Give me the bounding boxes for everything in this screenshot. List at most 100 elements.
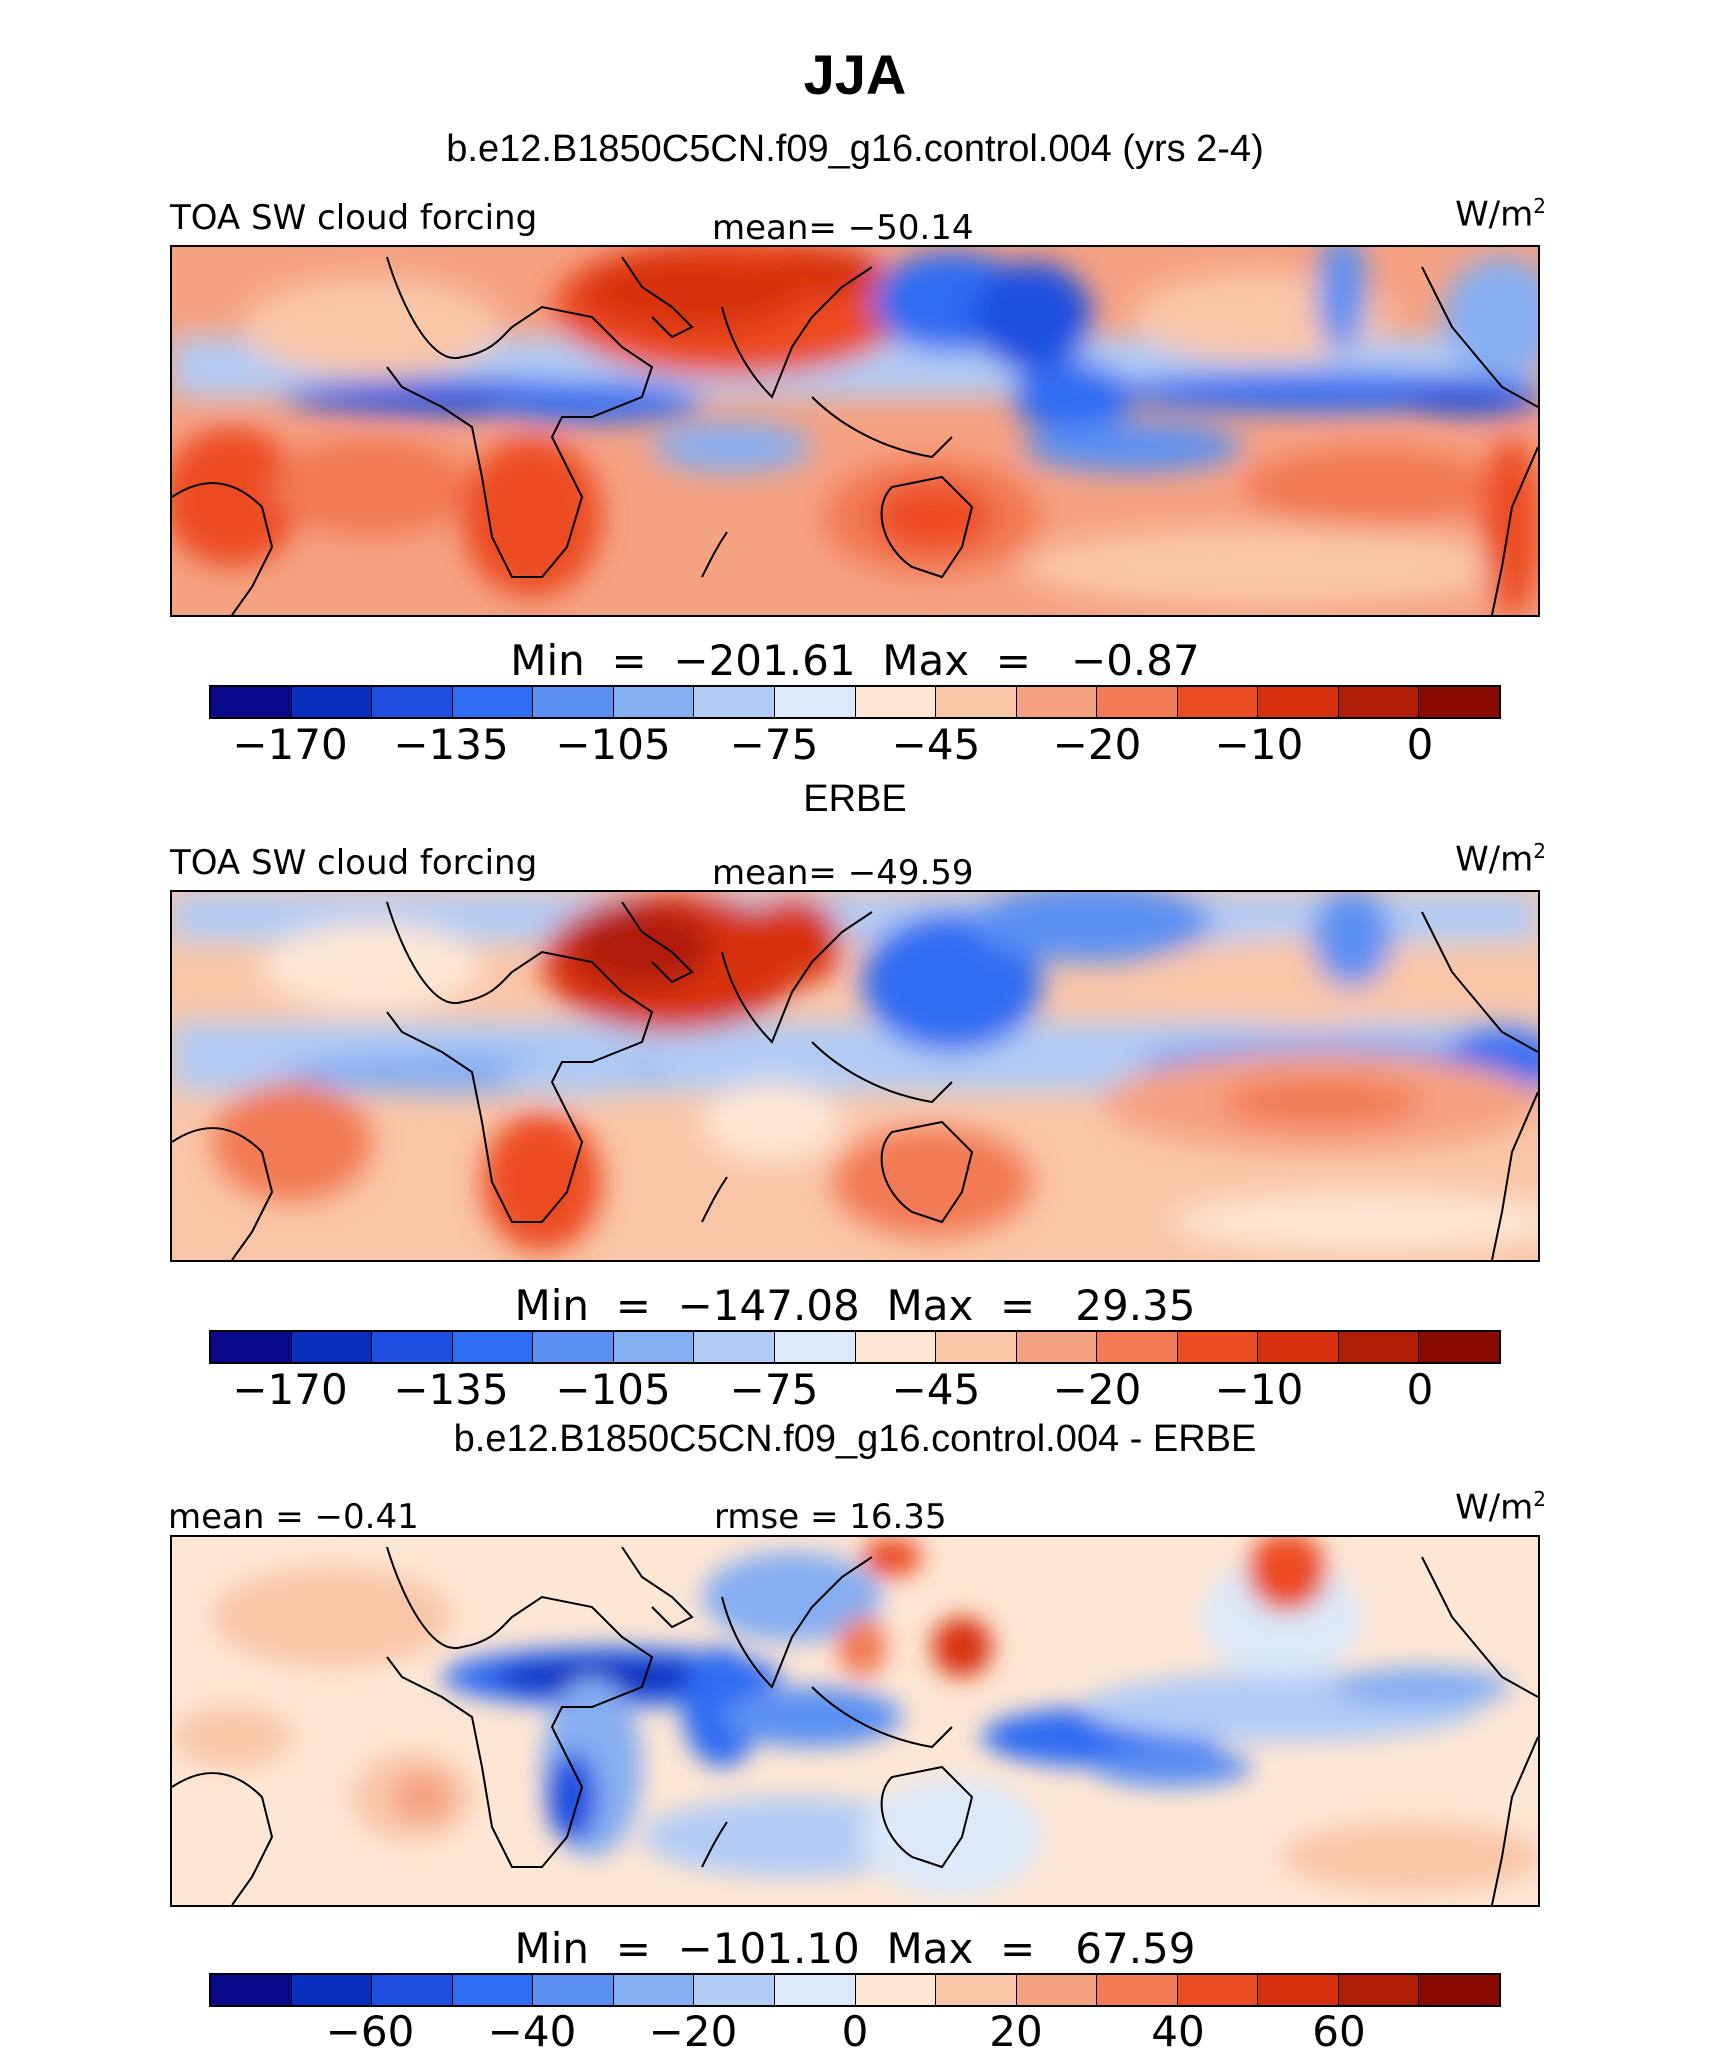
p1-colorbar-swatch — [291, 687, 373, 717]
p2-colorbar-swatch — [774, 1332, 856, 1362]
p3-colorbar-swatch — [855, 1975, 937, 2005]
p2-colorbar-swatch — [936, 1332, 1017, 1362]
colorbar-tick-label: −75 — [729, 720, 819, 769]
p1-colorbar-swatch — [452, 687, 534, 717]
p1-colorbar-swatch — [1177, 687, 1259, 717]
colorbar-tick-label: 20 — [989, 2007, 1043, 2056]
p3-colorbar-swatch — [1338, 1975, 1420, 2005]
colorbar-tick-label: −20 — [1052, 1365, 1142, 1414]
p1-colorbar-swatch — [211, 687, 292, 717]
p2-coastlines — [172, 901, 1538, 1260]
colorbar-tick-label: −45 — [891, 1365, 981, 1414]
panel-1-map-field — [172, 247, 1538, 615]
p1-colorbar-swatch — [1097, 687, 1178, 717]
p1-colorbar-swatch — [1419, 687, 1499, 717]
colorbar-tick-label: −135 — [393, 720, 509, 769]
p2-southern-africa-high — [482, 1112, 602, 1252]
figure-title: JJA — [803, 43, 907, 106]
colorbar-tick-label: −135 — [393, 1365, 509, 1414]
panel-3-colorbar — [209, 1973, 1501, 2007]
panel-2-heading: ERBE — [803, 778, 907, 820]
p2-colorbar-swatch — [1016, 1332, 1098, 1362]
panel-1-units: W/m2 — [1455, 194, 1546, 235]
p1-colorbar-swatch — [613, 687, 695, 717]
colorbar-tick-label: −75 — [729, 1365, 819, 1414]
p2-colorbar-swatch — [533, 1332, 614, 1362]
p1-colorbar-swatch — [372, 687, 453, 717]
p3-colorbar-swatch — [1097, 1975, 1178, 2005]
p2-colorbar-swatch — [1177, 1332, 1259, 1362]
p3-colorbar-swatch — [1177, 1975, 1259, 2005]
p1-colorbar-swatch — [936, 687, 1017, 717]
panel-2-stats: Min = −147.08 Max = 29.35 — [514, 1281, 1196, 1330]
panel-1-colorbar — [209, 685, 1501, 719]
p1-southern-africa-high — [462, 437, 602, 597]
panel-2-map-field — [172, 892, 1538, 1260]
colorbar-tick-label: 0 — [841, 2007, 869, 2056]
colorbar-tick-label: −20 — [648, 2007, 738, 2056]
colorbar-tick-label: −10 — [1214, 1365, 1304, 1414]
panel-3-mean-label: mean = −0.41 — [168, 1497, 419, 1537]
p3-colorbar-swatch — [211, 1975, 292, 2005]
p2-colorbar-swatch — [291, 1332, 373, 1362]
p3-colorbar-swatch — [694, 1975, 775, 2005]
p2-colorbar-swatch — [1338, 1332, 1420, 1362]
p2-colorbar-swatch — [1258, 1332, 1339, 1362]
p3-coastlines — [172, 1546, 1538, 1905]
colorbar-tick-label: −60 — [325, 2007, 415, 2056]
p2-colorbar-swatch — [613, 1332, 695, 1362]
panel-2-map — [170, 890, 1540, 1262]
p1-colorbar-swatch — [774, 687, 856, 717]
p3-colorbar-swatch — [774, 1975, 856, 2005]
p2-colorbar-swatch — [452, 1332, 534, 1362]
panel-3-stats: Min = −101.10 Max = 67.59 — [514, 1924, 1196, 1973]
p1-coastlines — [172, 256, 1538, 615]
panel-1-colorbar-ticks: −170 −135 −105 −75 −45 −20 −10 0 — [209, 720, 1501, 770]
p2-colorbar-swatch — [1419, 1332, 1499, 1362]
colorbar-tick-label: −45 — [891, 720, 981, 769]
panel-3-heading: b.e12.B1850C5CN.f09_g16.control.004 - ER… — [453, 1418, 1257, 1460]
panel-1-stats: Min = −201.61 Max = −0.87 — [510, 636, 1200, 685]
p1-colorbar-swatch — [694, 687, 775, 717]
panel-1-mean-label: mean= −50.14 — [712, 208, 974, 248]
panel-2-units: W/m2 — [1455, 839, 1546, 880]
p1-colorbar-swatch — [533, 687, 614, 717]
colorbar-tick-label: 0 — [1406, 720, 1434, 769]
colorbar-tick-label: −170 — [232, 1365, 348, 1414]
panel-3-map-field — [172, 1537, 1538, 1905]
panel-2-mean-label: mean= −49.59 — [712, 853, 974, 893]
panel-2-variable-label: TOA SW cloud forcing — [170, 843, 538, 883]
p3-colorbar-swatch — [613, 1975, 695, 2005]
p3-ne-pacific-high — [1247, 1537, 1327, 1612]
panel-1-variable-label: TOA SW cloud forcing — [170, 198, 538, 238]
p2-colorbar-swatch — [694, 1332, 775, 1362]
colorbar-tick-label: 60 — [1312, 2007, 1366, 2056]
colorbar-tick-label: −170 — [232, 720, 348, 769]
colorbar-tick-label: 0 — [1406, 1365, 1434, 1414]
p3-colorbar-swatch — [1016, 1975, 1098, 2005]
panel-3-rmse-label: rmse = 16.35 — [714, 1497, 947, 1537]
p1-colorbar-swatch — [1258, 687, 1339, 717]
panel-1-heading: b.e12.B1850C5CN.f09_g16.control.004 (yrs… — [446, 128, 1264, 170]
p2-monsoon-low — [862, 912, 1042, 1052]
p3-sahel-low — [492, 1659, 732, 1695]
p3-colorbar-swatch — [1258, 1975, 1339, 2005]
colorbar-tick-label: −20 — [1052, 720, 1142, 769]
p3-colorbar-swatch — [372, 1975, 453, 2005]
colorbar-tick-label: −105 — [555, 1365, 671, 1414]
p2-colorbar-swatch — [372, 1332, 453, 1362]
p3-colorbar-swatch — [936, 1975, 1017, 2005]
p3-colorbar-swatch — [1419, 1975, 1499, 2005]
p3-colorbar-swatch — [533, 1975, 614, 2005]
colorbar-tick-label: −105 — [555, 720, 671, 769]
p1-colorbar-swatch — [855, 687, 937, 717]
colorbar-tick-label: −10 — [1214, 720, 1304, 769]
p2-colorbar-swatch — [855, 1332, 937, 1362]
colorbar-tick-label: −40 — [487, 2007, 577, 2056]
p2-colorbar-swatch — [1097, 1332, 1178, 1362]
p3-colorbar-swatch — [452, 1975, 534, 2005]
panel-3-units: W/m2 — [1455, 1487, 1546, 1528]
p1-colorbar-swatch — [1016, 687, 1098, 717]
panel-2-colorbar — [209, 1330, 1501, 1364]
p1-colorbar-swatch — [1338, 687, 1420, 717]
